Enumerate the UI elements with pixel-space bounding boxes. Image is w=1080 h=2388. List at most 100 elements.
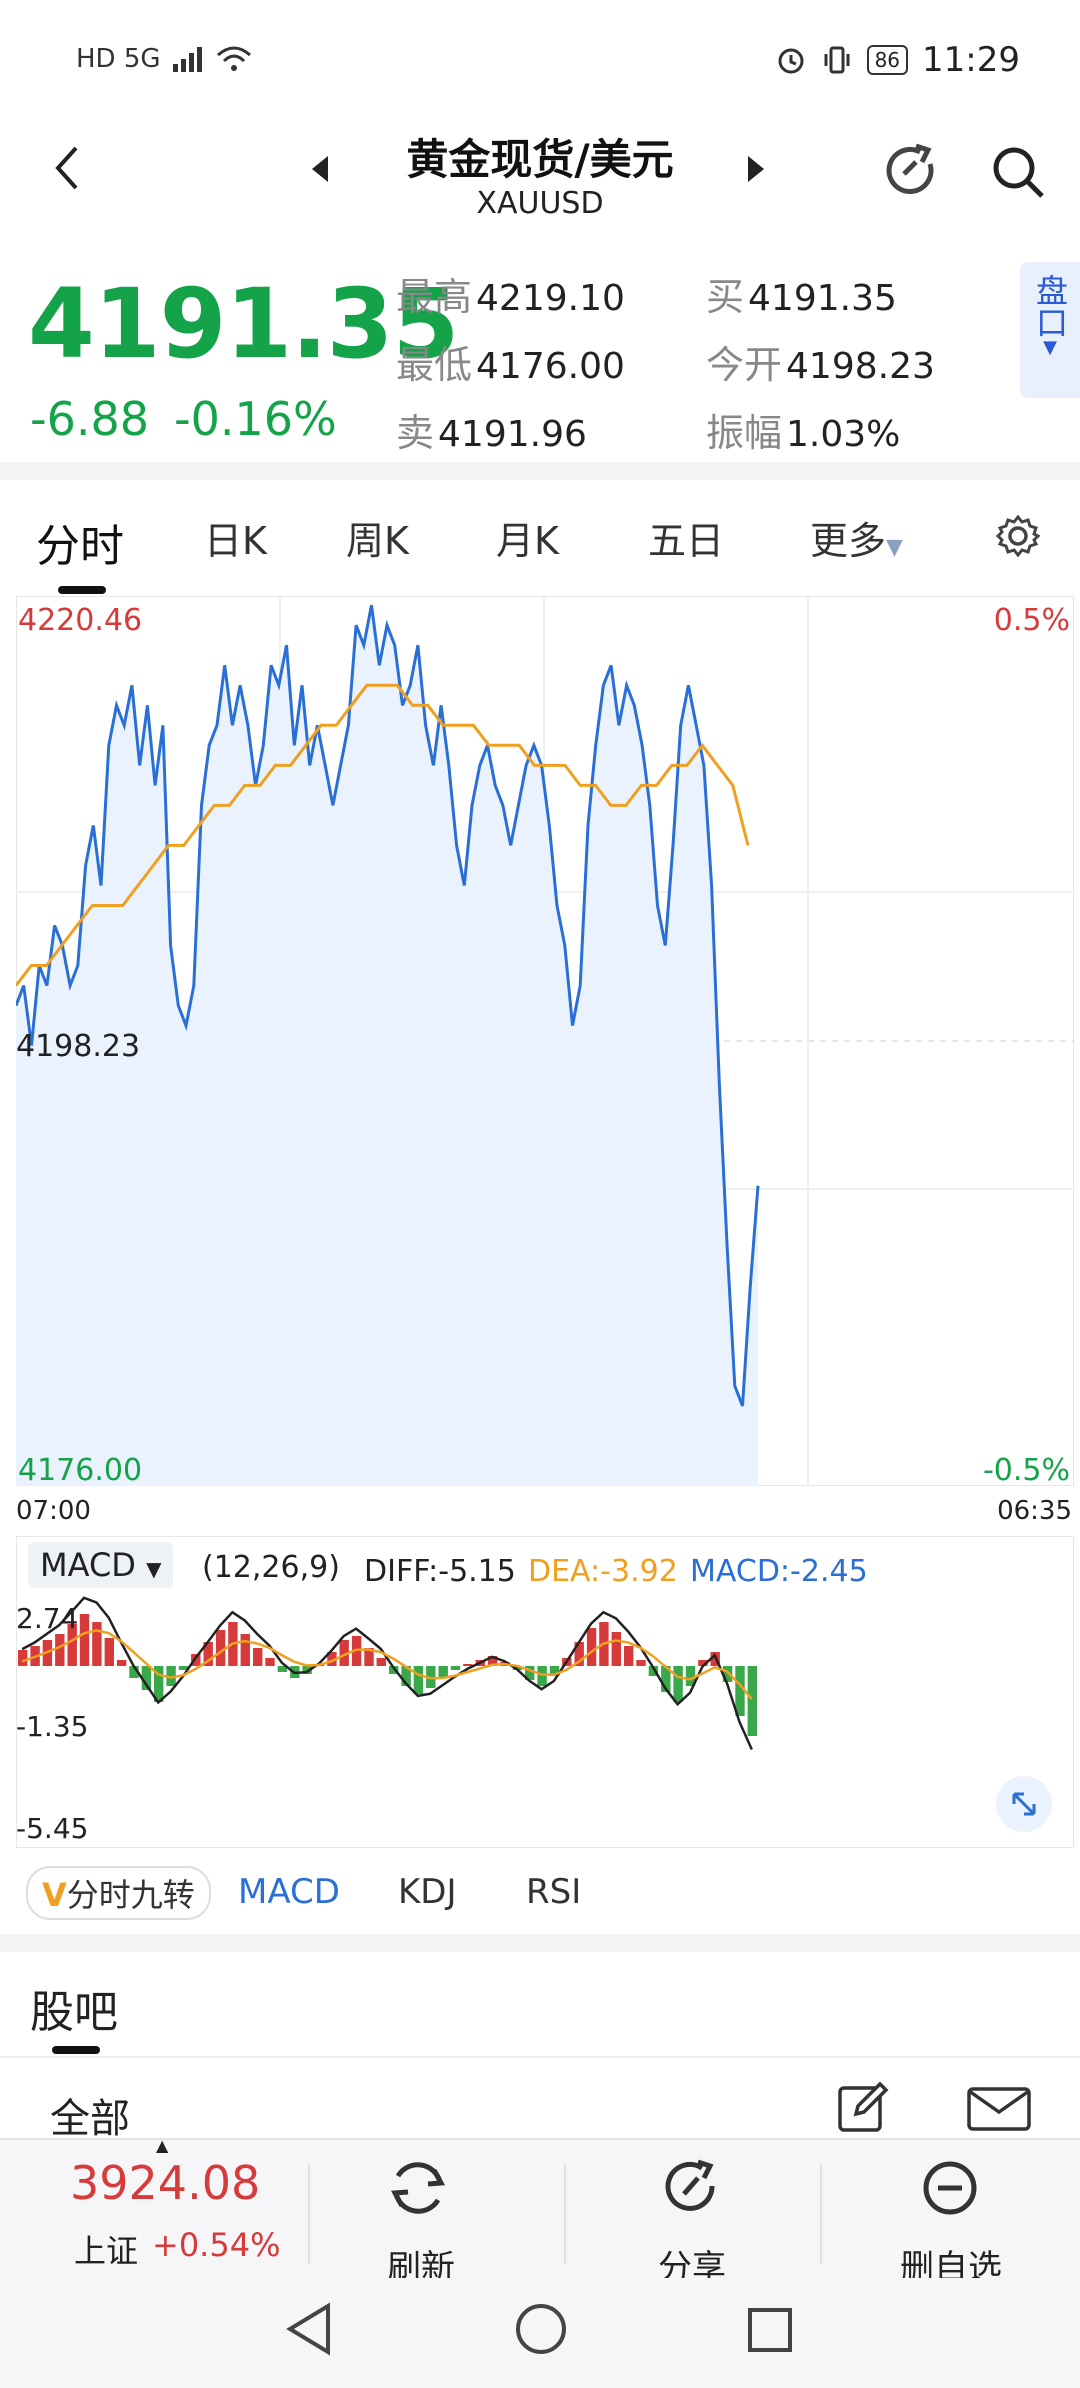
macd-bar — [549, 1666, 560, 1676]
divider — [0, 2056, 1080, 2058]
quote-open: 今开 4198.23 — [706, 334, 935, 389]
macd-bar — [401, 1666, 411, 1686]
macd-y-top: 2.74 — [16, 1602, 78, 1635]
guba-tab-all[interactable]: 全部 — [50, 2096, 130, 2142]
macd-bar — [104, 1638, 114, 1666]
macd-selector[interactable]: MACD ▼ — [28, 1542, 174, 1588]
macd-macd-value: MACD:-2.45 — [690, 1554, 868, 1589]
caret-down-icon: ▼ — [1043, 337, 1057, 358]
macd-bar — [685, 1666, 696, 1686]
quote-low: 最低 4176.00 — [396, 334, 625, 389]
macd-bar — [129, 1666, 139, 1678]
caret-right-icon — [748, 156, 764, 182]
chart-settings-button[interactable] — [995, 514, 1041, 562]
intraday-chart[interactable]: 4220.46 4176.00 4198.23 0.5% -0.5% — [16, 596, 1074, 1486]
macd-bar — [116, 1660, 127, 1666]
indicator-macd[interactable]: MACD — [238, 1872, 340, 1912]
macd-bar — [203, 1642, 213, 1666]
wifi-icon — [216, 46, 251, 71]
nav-back-button[interactable] — [284, 2302, 334, 2360]
pankou-button[interactable]: 盘口 ▼ — [1020, 262, 1080, 398]
caret-left-icon — [312, 156, 328, 182]
tab-monthly-k[interactable]: 月K — [496, 519, 559, 563]
next-instrument-button[interactable] — [744, 154, 768, 188]
indicator-rsi[interactable]: RSI — [526, 1872, 582, 1912]
tab-five-day[interactable]: 五日 — [648, 519, 725, 563]
quote-sell: 卖 4191.96 — [396, 402, 587, 457]
macd-dea-line — [21, 1629, 753, 1700]
macd-diff-value: DIFF:-5.15 — [364, 1554, 516, 1589]
average-line — [16, 683, 750, 987]
jiuzhuan-button[interactable]: V分时九转 — [26, 1866, 211, 1920]
refresh-icon — [390, 2162, 446, 2214]
divider — [820, 2164, 822, 2264]
remove-watchlist-button[interactable] — [918, 2156, 982, 2224]
macd-bar — [154, 1666, 164, 1702]
pct-top-label: 0.5% — [994, 603, 1070, 638]
guba-title[interactable]: 股吧 — [30, 1987, 118, 2038]
y-top-label: 4220.46 — [18, 603, 142, 638]
quote-buy: 买 4191.35 — [706, 266, 897, 321]
index-name: 上证 — [74, 2232, 139, 2270]
tab-intraday[interactable]: 分时 — [36, 521, 124, 572]
nav-recents-button[interactable] — [746, 2306, 794, 2358]
page-subtitle: XAUUSD — [476, 186, 604, 221]
macd-chart[interactable]: 2.74 -1.35 -5.45 — [16, 1536, 1074, 1848]
jiuzhuan-label: 分时九转 — [66, 1876, 195, 1914]
macd-bar — [624, 1646, 634, 1666]
macd-bar — [512, 1666, 523, 1670]
quote-amplitude: 振幅 1.03% — [706, 402, 900, 457]
expand-icon — [1012, 1792, 1036, 1816]
macd-bar — [574, 1642, 584, 1666]
macd-bar — [67, 1624, 77, 1666]
quote-open-label: 今开 — [706, 343, 783, 387]
back-button[interactable] — [52, 144, 82, 196]
caret-down-icon: ▼ — [886, 535, 903, 560]
macd-bar — [92, 1622, 102, 1666]
tab-daily-k[interactable]: 日K — [204, 519, 267, 563]
macd-y-mid: -1.35 — [16, 1710, 88, 1743]
macd-bar — [339, 1640, 349, 1666]
prev-instrument-button[interactable] — [308, 154, 332, 188]
circle-home-icon — [516, 2304, 566, 2354]
macd-bar — [191, 1654, 201, 1666]
nav-home-button[interactable] — [514, 2302, 568, 2360]
pankou-label: 盘口 — [1031, 274, 1069, 338]
refresh-header-button[interactable] — [882, 142, 940, 204]
message-button[interactable] — [966, 2086, 1032, 2136]
search-button[interactable] — [990, 144, 1046, 204]
status-left: HD 5G — [76, 44, 253, 74]
status-bar: HD 5G 86 11:29 — [0, 0, 1080, 120]
quote-buy-label: 买 — [706, 275, 745, 319]
edit-icon — [838, 2081, 889, 2132]
status-right: 86 11:29 — [775, 40, 1020, 80]
quote-high: 最高 4219.10 — [396, 266, 625, 321]
index-pct: +0.54% — [152, 2226, 281, 2264]
macd-bar — [166, 1666, 176, 1686]
x-end-label: 06:35 — [997, 1496, 1072, 1526]
refresh-bottom-button[interactable] — [386, 2156, 450, 2224]
macd-bar — [178, 1666, 189, 1670]
macd-bar — [327, 1652, 337, 1666]
y-ref-label: 4198.23 — [16, 1029, 140, 1064]
quote-high-value: 4219.10 — [476, 278, 625, 319]
macd-bar — [376, 1658, 386, 1666]
tab-weekly-k[interactable]: 周K — [346, 519, 409, 563]
index-value[interactable]: 3924.08 — [70, 2156, 261, 2210]
indicator-kdj[interactable]: KDJ — [398, 1872, 457, 1912]
macd-selector-label: MACD — [40, 1546, 136, 1584]
fullscreen-button[interactable] — [996, 1776, 1052, 1832]
macd-bar — [438, 1666, 448, 1678]
macd-frame — [16, 1536, 1074, 1848]
share-button[interactable] — [660, 2156, 724, 2224]
divider — [0, 2138, 1080, 2140]
signal-icon — [172, 47, 202, 72]
macd-bar — [277, 1666, 288, 1672]
divider — [564, 2164, 566, 2264]
macd-bar — [722, 1666, 733, 1682]
compose-post-button[interactable] — [836, 2080, 890, 2138]
network-indicator: HD 5G — [76, 44, 161, 74]
macd-bar — [55, 1634, 65, 1666]
tab-more[interactable]: 更多▼ — [810, 510, 903, 565]
macd-bar — [413, 1666, 424, 1694]
